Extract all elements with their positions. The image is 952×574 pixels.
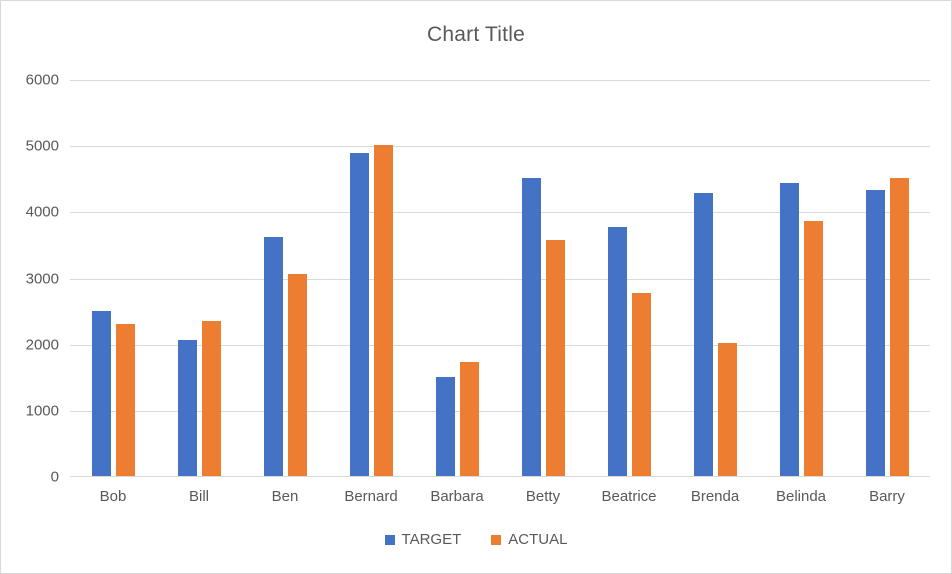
category-group-bernard bbox=[328, 80, 414, 476]
plot-area bbox=[70, 80, 930, 477]
bar-target-brenda bbox=[693, 193, 713, 476]
bar-target-bernard bbox=[349, 153, 369, 476]
y-tick-label-0: 0 bbox=[50, 468, 59, 486]
x-tick-label-barry: Barry bbox=[869, 488, 905, 505]
category-group-betty bbox=[500, 80, 586, 476]
category-group-beatrice bbox=[586, 80, 672, 476]
chart-title: Chart Title bbox=[427, 23, 525, 46]
category-group-bob bbox=[70, 80, 156, 476]
x-tick-label-barbara: Barbara bbox=[430, 488, 484, 505]
bar-target-barbara bbox=[435, 376, 455, 476]
gridline-2000 bbox=[70, 344, 930, 346]
legend-item-target: TARGET bbox=[384, 531, 462, 548]
category-group-ben bbox=[242, 80, 328, 476]
bar-actual-beatrice bbox=[631, 293, 651, 476]
bar-actual-bill bbox=[201, 320, 221, 476]
bar-actual-bob bbox=[115, 324, 135, 476]
x-tick-label-bernard: Bernard bbox=[344, 488, 398, 505]
gridline-3000 bbox=[70, 278, 930, 280]
x-tick-label-belinda: Belinda bbox=[775, 488, 827, 505]
x-axis: Bob Bill Ben Bernard Barbara Betty Beatrice Bre… bbox=[70, 488, 930, 505]
legend-label-target: TARGET bbox=[401, 531, 462, 548]
gridline-4000 bbox=[70, 212, 930, 214]
bar-actual-barry bbox=[889, 178, 909, 476]
bar-target-beatrice bbox=[607, 227, 627, 476]
gridline-5000 bbox=[70, 146, 930, 148]
y-tick-label-6000: 6000 bbox=[25, 71, 59, 89]
bar-actual-ben bbox=[287, 274, 307, 476]
x-tick-label-ben: Ben bbox=[271, 488, 299, 505]
gridline-1000 bbox=[70, 410, 930, 412]
bar-actual-betty bbox=[545, 239, 565, 476]
legend-swatch-icon-actual bbox=[491, 534, 502, 545]
bar-actual-bernard bbox=[373, 145, 393, 476]
x-tick-label-brenda: Brenda bbox=[690, 488, 740, 505]
category-group-bill bbox=[156, 80, 242, 476]
legend: TARGET ACTUAL bbox=[1, 531, 951, 548]
y-tick-label-1000: 1000 bbox=[25, 402, 59, 420]
bar-target-bill bbox=[177, 340, 197, 476]
x-tick-label-beatrice: Beatrice bbox=[601, 488, 657, 505]
gridline-6000 bbox=[70, 80, 930, 81]
legend-item-actual: ACTUAL bbox=[491, 531, 567, 548]
y-tick-label-3000: 3000 bbox=[25, 270, 59, 287]
bar-target-belinda bbox=[779, 182, 799, 476]
x-tick-label-betty: Betty bbox=[525, 488, 561, 505]
y-tick-label-5000: 5000 bbox=[25, 137, 59, 155]
category-group-barry bbox=[844, 80, 930, 476]
y-tick-label-4000: 4000 bbox=[25, 203, 59, 221]
legend-swatch-icon-target bbox=[384, 534, 395, 545]
bar-target-barry bbox=[865, 189, 885, 476]
bar-target-betty bbox=[521, 178, 541, 476]
bar-actual-brenda bbox=[717, 343, 737, 476]
category-group-barbara bbox=[414, 80, 500, 476]
x-tick-label-bill: Bill bbox=[188, 488, 209, 505]
bar-actual-barbara bbox=[459, 362, 479, 476]
category-group-belinda bbox=[758, 80, 844, 476]
legend-label-actual: ACTUAL bbox=[508, 531, 568, 548]
bar-actual-belinda bbox=[803, 221, 823, 476]
bar-target-bob bbox=[91, 310, 111, 476]
category-group-brenda bbox=[672, 80, 758, 476]
y-tick-label-2000: 2000 bbox=[25, 336, 59, 354]
y-axis: 0 1000 2000 3000 4000 5000 6000 bbox=[1, 72, 59, 486]
bar-target-ben bbox=[263, 237, 283, 476]
x-tick-label-bob: Bob bbox=[99, 488, 127, 505]
